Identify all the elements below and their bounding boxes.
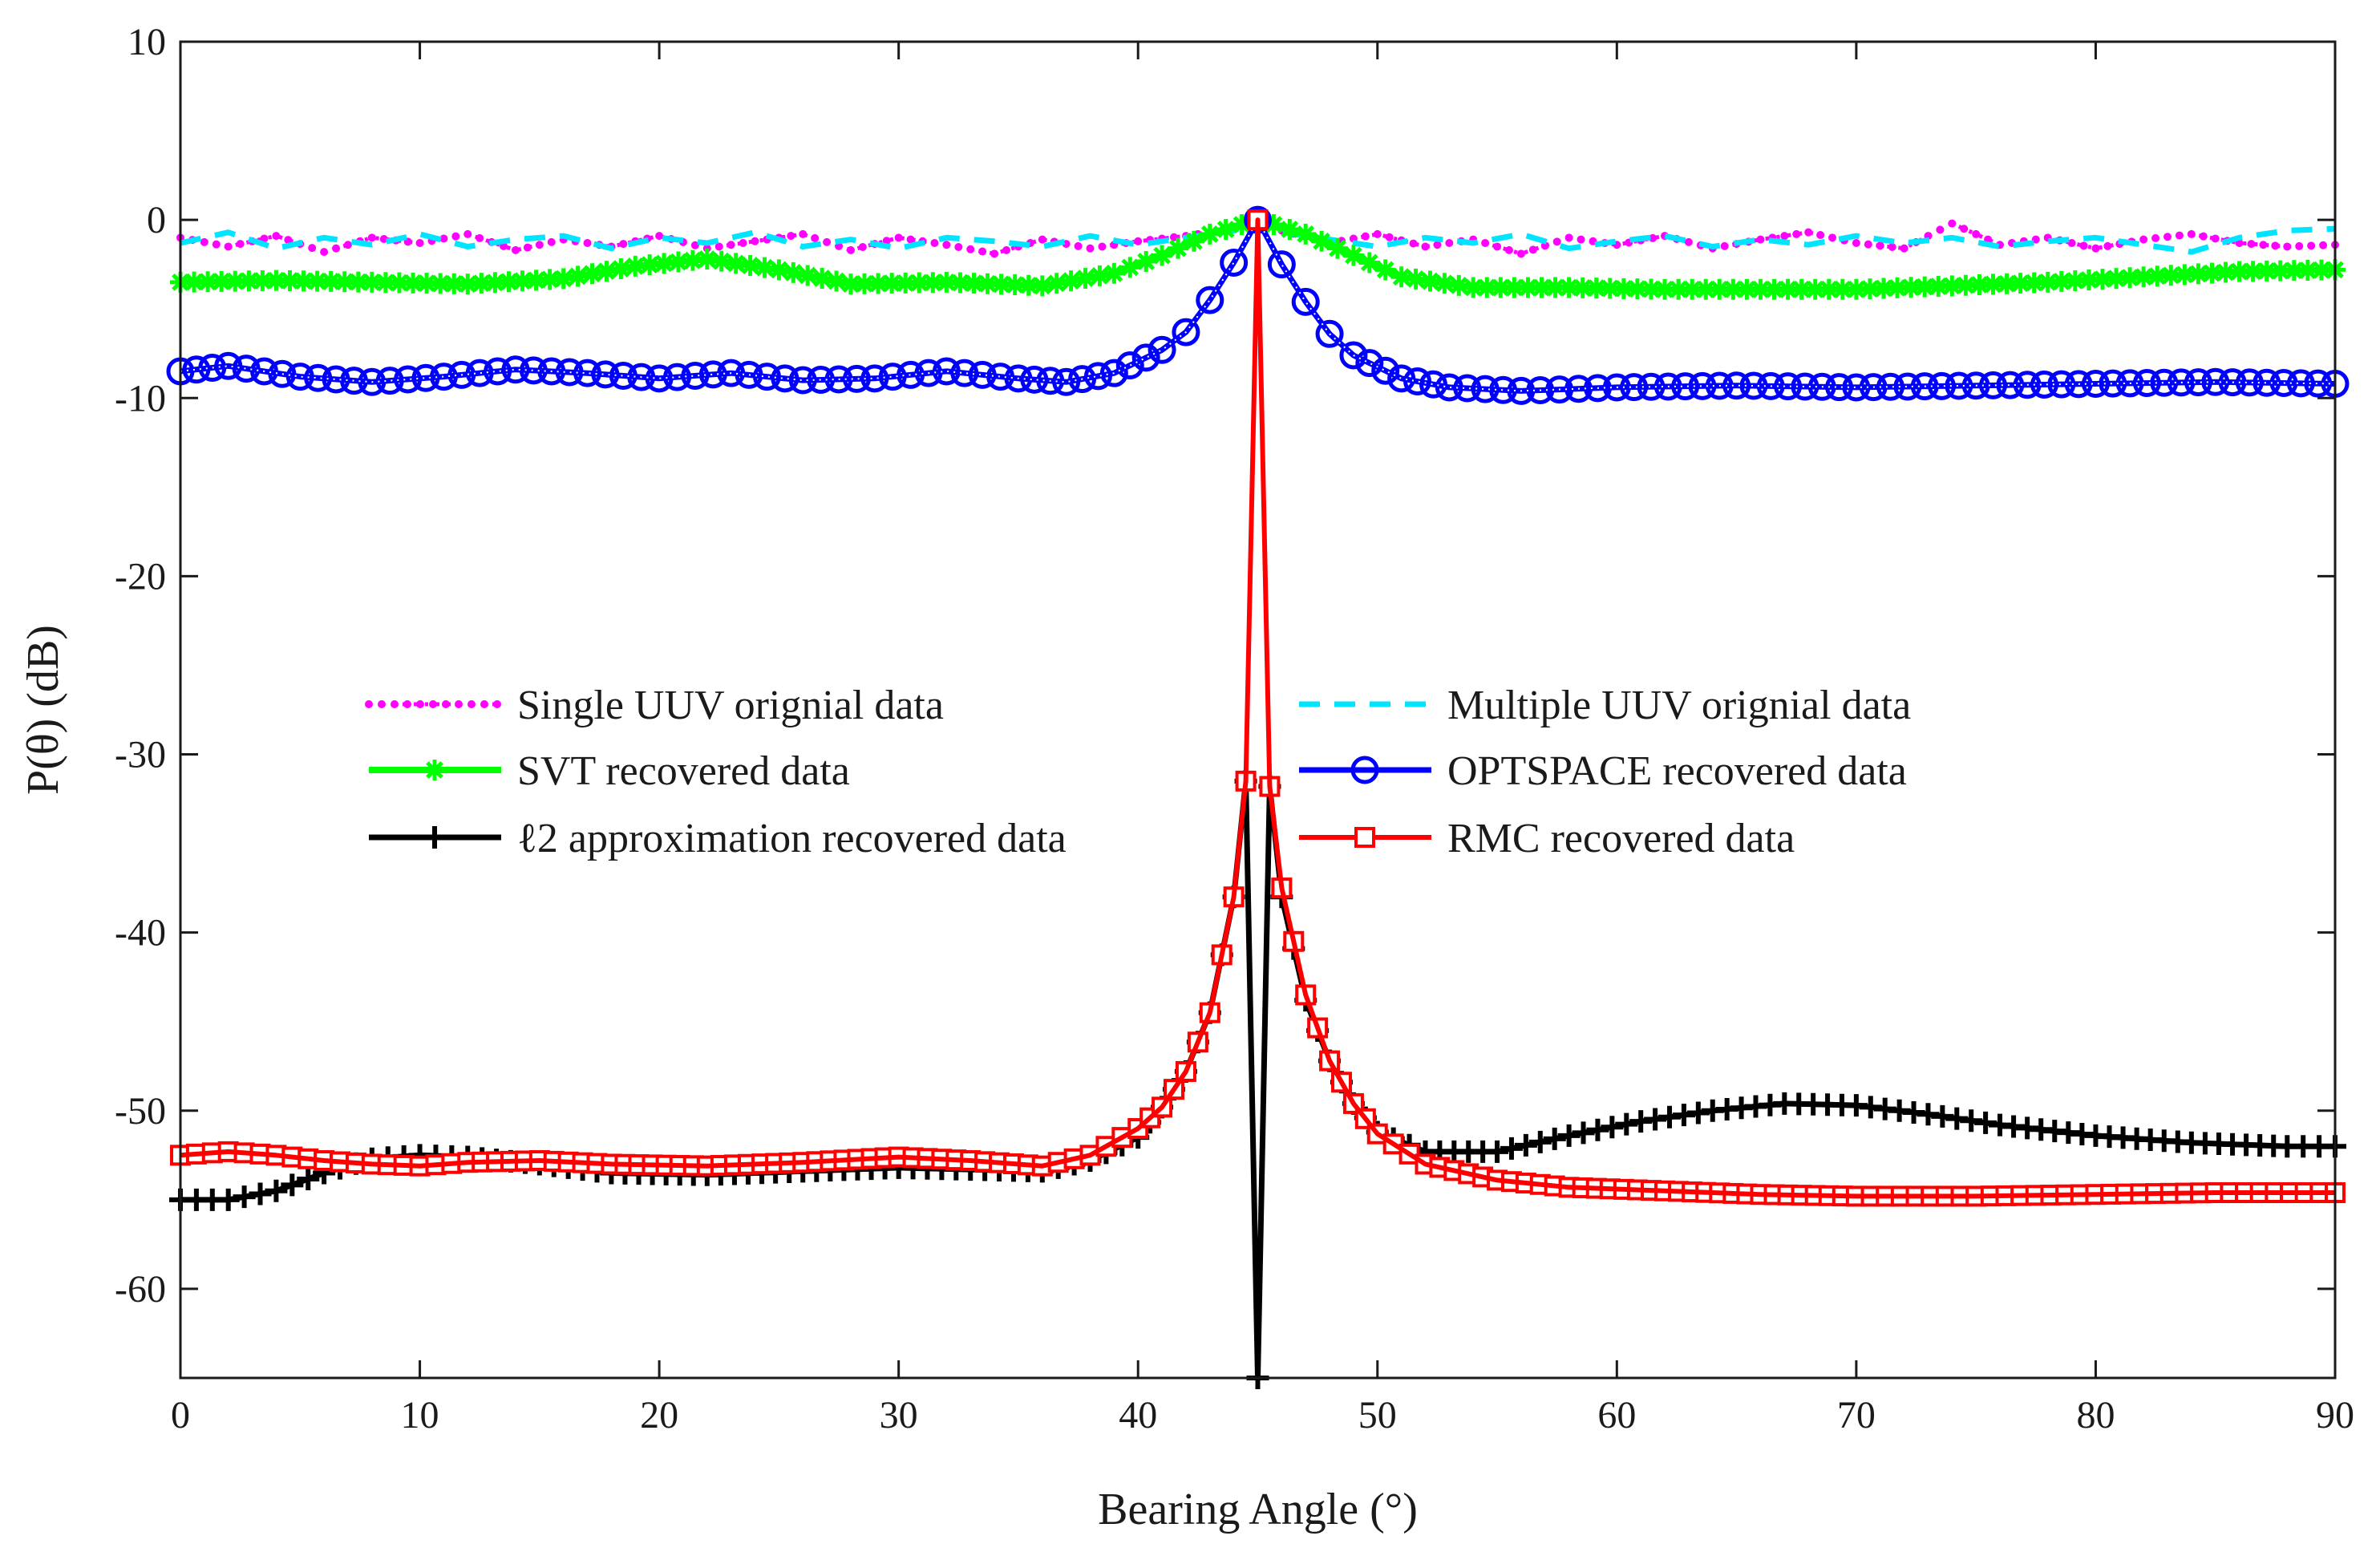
data-point-dot	[468, 700, 476, 708]
legend-entry: ℓ2 approximation recovered data	[369, 816, 1067, 861]
data-point-dot	[787, 232, 795, 241]
data-point-dot	[2067, 239, 2076, 248]
data-point-dot	[367, 233, 376, 242]
legend-entry: SVT recovered data	[369, 748, 850, 794]
data-point-circle	[1196, 286, 1224, 314]
data-point-dot	[2247, 240, 2256, 249]
data-point-dot	[2079, 241, 2088, 250]
data-point-dot	[1780, 232, 1789, 241]
x-tick-label: 10	[401, 1394, 439, 1437]
x-tick-label: 20	[640, 1394, 678, 1437]
data-point-dot	[1900, 244, 1908, 253]
y-tick-label: 10	[128, 21, 166, 63]
series-line-inner	[180, 218, 2336, 392]
x-axis-label: Bearing Angle (°)	[1098, 1485, 1418, 1534]
data-point-dot	[2103, 241, 2112, 250]
x-tick-label: 70	[1837, 1394, 1876, 1437]
series-line	[180, 217, 2336, 293]
data-point-asterisk	[424, 760, 445, 780]
data-point-dot	[379, 235, 388, 244]
x-tick-label: 90	[2316, 1394, 2354, 1437]
legend-label: Single UUV orignial data	[517, 683, 944, 728]
x-tick-label: 0	[171, 1394, 190, 1437]
data-point-dot	[894, 233, 903, 242]
data-point-square	[1354, 827, 1375, 848]
data-point-circle	[1220, 248, 1249, 277]
series-5	[170, 209, 2346, 1207]
y-tick-label: -30	[115, 734, 166, 776]
legend-label: OPTSPACE recovered data	[1447, 748, 1907, 794]
data-point-dot	[272, 232, 281, 241]
x-tick-label: 30	[880, 1394, 918, 1437]
y-tick-label: -40	[115, 912, 166, 954]
legend-label: ℓ2 approximation recovered data	[517, 816, 1067, 861]
data-point-dot	[403, 700, 411, 708]
data-point-dot	[1516, 249, 1525, 258]
data-point-dot	[365, 700, 373, 708]
series-layer	[166, 205, 2350, 1389]
data-point-circle	[1350, 756, 1379, 784]
data-point-dot	[455, 700, 463, 708]
data-point-dot	[493, 700, 501, 708]
x-tick-label: 40	[1119, 1394, 1157, 1437]
data-point-circle	[1355, 349, 1384, 378]
data-point-circle	[1115, 351, 1144, 380]
x-tick-label: 50	[1358, 1394, 1397, 1437]
data-point-dot	[619, 240, 628, 249]
data-point-circle	[1339, 341, 1368, 370]
data-point-dot	[882, 237, 891, 245]
y-tick-label: 0	[147, 199, 166, 241]
data-point-circle	[1148, 335, 1176, 364]
y-axis-label: P(θ) (dB)	[18, 625, 68, 795]
data-point-dot	[378, 700, 386, 708]
data-point-dot	[1002, 245, 1011, 254]
legend-label: Multiple UUV orignial data	[1447, 683, 1911, 728]
data-point-dot	[751, 237, 759, 245]
legend-entry: Single UUV orignial data	[365, 683, 944, 728]
plot-frame	[179, 40, 2337, 1380]
data-point-dot	[1792, 229, 1801, 238]
data-point-circle	[1315, 319, 1344, 348]
legend: Single UUV orignial data Multiple UUV ori…	[365, 683, 1911, 861]
y-tick-label: -10	[115, 377, 166, 419]
y-tick-label: -60	[115, 1268, 166, 1311]
data-point-dot	[2091, 244, 2100, 253]
legend-entry: RMC recovered data	[1299, 816, 1795, 861]
series-2	[170, 209, 2346, 300]
data-point-dot	[1972, 229, 1981, 238]
data-point-dot	[416, 700, 424, 708]
data-point-dot	[1134, 237, 1143, 245]
legend-entry: Multiple UUV orignial data	[1299, 683, 1911, 728]
data-point-circle	[1267, 250, 1296, 279]
data-point-dot	[442, 700, 450, 708]
data-point-circle	[1131, 343, 1160, 372]
data-point-dot	[2259, 241, 2268, 249]
data-point-dot	[1385, 233, 1394, 241]
data-point-plus	[423, 826, 446, 849]
legend-label: SVT recovered data	[517, 748, 850, 794]
legend-entry: OPTSPACE recovered data	[1299, 748, 1907, 794]
series-line	[180, 217, 2335, 1199]
data-point-dot	[429, 700, 437, 708]
data-point-dot	[1756, 235, 1765, 244]
data-point-dot	[480, 700, 488, 708]
data-point-circle	[1371, 356, 1400, 385]
x-tick-label: 80	[2076, 1394, 2115, 1437]
x-tick-label: 60	[1597, 1394, 1636, 1437]
y-tick-label: -50	[115, 1090, 166, 1133]
data-point-dot	[391, 700, 399, 708]
y-tick-label: -20	[115, 555, 166, 598]
data-point-dot	[260, 234, 269, 243]
data-point-circle	[1291, 287, 1320, 316]
legend-label: RMC recovered data	[1447, 816, 1795, 861]
data-point-dot	[1504, 245, 1513, 254]
data-point-circle	[1172, 318, 1200, 346]
